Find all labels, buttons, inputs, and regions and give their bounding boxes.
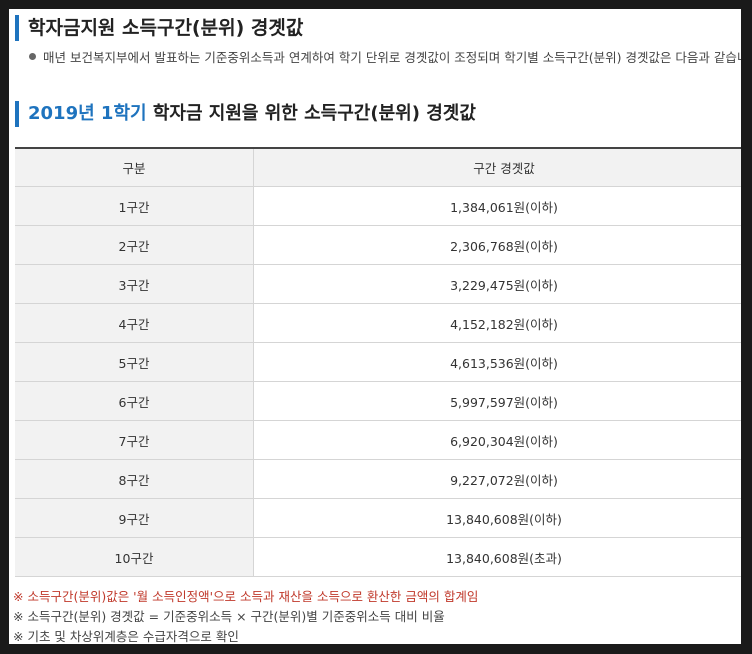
- bracket-label: 7구간: [15, 420, 254, 460]
- footnote-income-definition: ※ 소득구간(분위)값은 '월 소득인정액'으로 소득과 재산을 소득으로 환산…: [13, 589, 479, 604]
- table-row: 8구간 9,227,072원(이하): [15, 459, 741, 499]
- footnotes: ※ 소득구간(분위)값은 '월 소득인정액'으로 소득과 재산을 소득으로 환산…: [13, 587, 478, 644]
- bracket-label: 8구간: [15, 459, 254, 499]
- bracket-label: 1구간: [15, 186, 254, 226]
- footnote-basic-livelihood: ※ 기초 및 차상위계층은 수급자격으로 확인: [13, 629, 239, 644]
- bracket-threshold: 13,840,608원(이하): [253, 498, 741, 538]
- bracket-label: 4구간: [15, 303, 254, 343]
- bracket-threshold: 6,920,304원(이하): [253, 420, 741, 460]
- page-title-text: 학자금지원 소득구간(분위) 경곗값: [28, 17, 304, 39]
- table-row: 9구간 13,840,608원(이하): [15, 498, 741, 538]
- section-title-semester: 2019년 1학기: [28, 103, 147, 124]
- content-panel: 학자금지원 소득구간(분위) 경곗값 매년 보건복지부에서 발표하는 기준중위소…: [9, 9, 741, 644]
- table-row: 5구간 4,613,536원(이하): [15, 342, 741, 382]
- bracket-threshold: 2,306,768원(이하): [253, 225, 741, 265]
- bracket-threshold: 4,613,536원(이하): [253, 342, 741, 382]
- bracket-threshold: 5,997,597원(이하): [253, 381, 741, 421]
- table-row: 4구간 4,152,182원(이하): [15, 303, 741, 343]
- bracket-label: 10구간: [15, 537, 254, 577]
- table-row: 6구간 5,997,597원(이하): [15, 381, 741, 421]
- table-row: 3구간 3,229,475원(이하): [15, 264, 741, 304]
- income-bracket-table: 구분 구간 경곗값 1구간 1,384,061원(이하) 2구간 2,306,7…: [15, 147, 741, 577]
- bracket-label: 9구간: [15, 498, 254, 538]
- column-header-threshold: 구간 경곗값: [253, 148, 741, 187]
- table-row: 10구간 13,840,608원(초과): [15, 537, 741, 577]
- bracket-threshold: 3,229,475원(이하): [253, 264, 741, 304]
- bracket-label: 6구간: [15, 381, 254, 421]
- bracket-label: 3구간: [15, 264, 254, 304]
- table-row: 1구간 1,384,061원(이하): [15, 186, 741, 226]
- page-title: 학자금지원 소득구간(분위) 경곗값: [15, 15, 303, 41]
- bracket-label: 2구간: [15, 225, 254, 265]
- table-row: 2구간 2,306,768원(이하): [15, 225, 741, 265]
- table-header-row: 구분 구간 경곗값: [15, 148, 741, 187]
- section-title: 2019년 1학기 학자금 지원을 위한 소득구간(분위) 경곗값: [15, 101, 476, 127]
- intro-paragraph: 매년 보건복지부에서 발표하는 기준중위소득과 연계하여 학기 단위로 경곗값이…: [29, 49, 741, 67]
- bracket-label: 5구간: [15, 342, 254, 382]
- table-row: 7구간 6,920,304원(이하): [15, 420, 741, 460]
- bullet-icon: [29, 53, 36, 60]
- footnote-threshold-formula: ※ 소득구간(분위) 경곗값 = 기준중위소득 × 구간(분위)별 기준중위소득…: [13, 609, 445, 624]
- bracket-threshold: 13,840,608원(초과): [253, 537, 741, 577]
- intro-text: 매년 보건복지부에서 발표하는 기준중위소득과 연계하여 학기 단위로 경곗값이…: [43, 50, 741, 65]
- bracket-threshold: 1,384,061원(이하): [253, 186, 741, 226]
- bracket-threshold: 4,152,182원(이하): [253, 303, 741, 343]
- bracket-threshold: 9,227,072원(이하): [253, 459, 741, 499]
- column-header-category: 구분: [15, 148, 254, 187]
- section-title-text: 학자금 지원을 위한 소득구간(분위) 경곗값: [146, 103, 476, 124]
